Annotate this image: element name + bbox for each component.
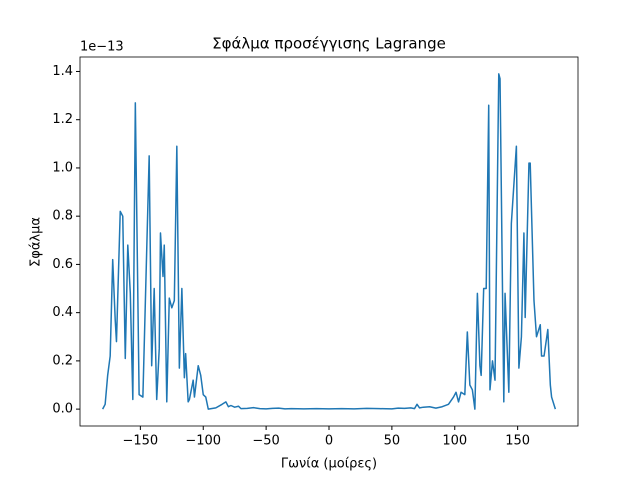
x-tick-label: −100 — [185, 434, 221, 449]
y-tick-label: 0.4 — [52, 305, 73, 320]
x-tick-label: 100 — [442, 434, 467, 449]
y-tick-label: 0.8 — [52, 209, 73, 224]
data-line — [101, 73, 557, 410]
chart-title: Σφάλμα προσέγγισης Lagrange — [212, 35, 446, 53]
y-tick-label: 0.2 — [52, 353, 73, 368]
x-axis-label: Γωνία (μοίρες) — [281, 457, 377, 472]
y-tick-label: 0.6 — [52, 257, 73, 272]
x-tick-label: −50 — [252, 434, 279, 449]
plot-frame — [79, 56, 579, 427]
y-tick-label: 1.2 — [52, 112, 73, 127]
x-tick-label: 0 — [325, 434, 333, 449]
y-tick-label: 0.0 — [52, 402, 73, 417]
x-tick-label: 50 — [384, 434, 401, 449]
y-tick-label: 1.4 — [52, 64, 73, 79]
x-tick-label: −150 — [123, 434, 159, 449]
x-tick-label: 150 — [505, 434, 530, 449]
y-offset-label: 1e−13 — [80, 40, 124, 55]
y-axis-label: Σφάλμα — [29, 217, 44, 267]
y-tick-label: 1.0 — [52, 160, 73, 175]
